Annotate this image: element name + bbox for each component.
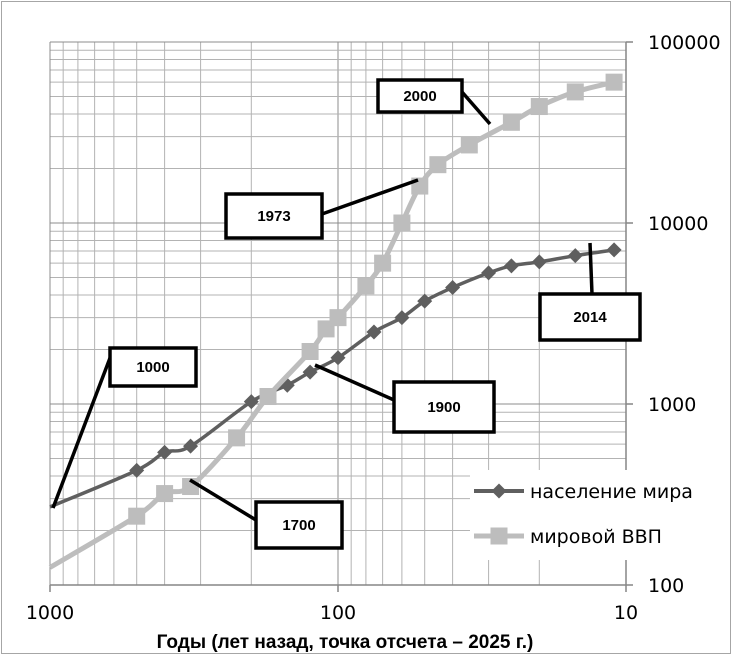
data-point-square — [357, 277, 374, 294]
data-point-square — [260, 388, 277, 405]
data-point-square — [461, 136, 478, 153]
data-point-diamond — [532, 254, 547, 269]
callout-label: 2014 — [573, 309, 607, 326]
callout-label: 1973 — [257, 208, 290, 225]
data-point-square — [531, 98, 548, 115]
data-point-square — [156, 485, 173, 502]
y-tick-label: 100000 — [648, 32, 721, 54]
data-point-diamond — [504, 258, 519, 273]
data-point-diamond — [445, 280, 460, 295]
callout-leader-line — [322, 180, 418, 214]
legend-label: население мира — [530, 481, 693, 503]
data-point-square — [374, 255, 391, 272]
data-point-square — [228, 429, 245, 446]
data-point-square — [128, 508, 145, 525]
data-point-diamond — [607, 242, 622, 257]
callout-leader-line — [190, 480, 256, 520]
x-tick-label: 1000 — [26, 602, 74, 624]
data-point-square — [393, 215, 410, 232]
data-point-square — [302, 343, 319, 360]
callout-leader-line — [590, 243, 592, 294]
legend-label: мировой ВВП — [530, 526, 662, 548]
callout-label: 1000 — [136, 359, 169, 376]
callout-label: 1900 — [427, 399, 460, 416]
y-tick-label: 10000 — [648, 213, 708, 235]
data-point-square — [567, 83, 584, 100]
y-tick-label: 100 — [648, 575, 684, 597]
legend: население мира мировой ВВП — [470, 470, 720, 560]
x-tick-label: 100 — [320, 602, 356, 624]
data-point-square — [606, 74, 623, 91]
y-tick-label: 1000 — [648, 394, 696, 416]
x-axis-label: Годы (лет назад, точка отсчета – 2025 г.… — [157, 632, 534, 653]
callout-label: 1700 — [282, 517, 315, 534]
legend-marker-square — [491, 528, 508, 545]
callout-1700: 1700 — [190, 480, 342, 548]
callout-1973: 1973 — [226, 180, 418, 238]
data-point-diamond — [481, 265, 496, 280]
x-tick-label: 10 — [614, 602, 638, 624]
data-point-square — [429, 156, 446, 173]
data-point-square — [330, 309, 347, 326]
callout-2000: 2000 — [378, 80, 490, 124]
data-point-diamond — [568, 248, 583, 263]
callout-1000: 1000 — [53, 348, 196, 508]
data-point-square — [503, 114, 520, 131]
callout-label: 2000 — [403, 88, 436, 105]
